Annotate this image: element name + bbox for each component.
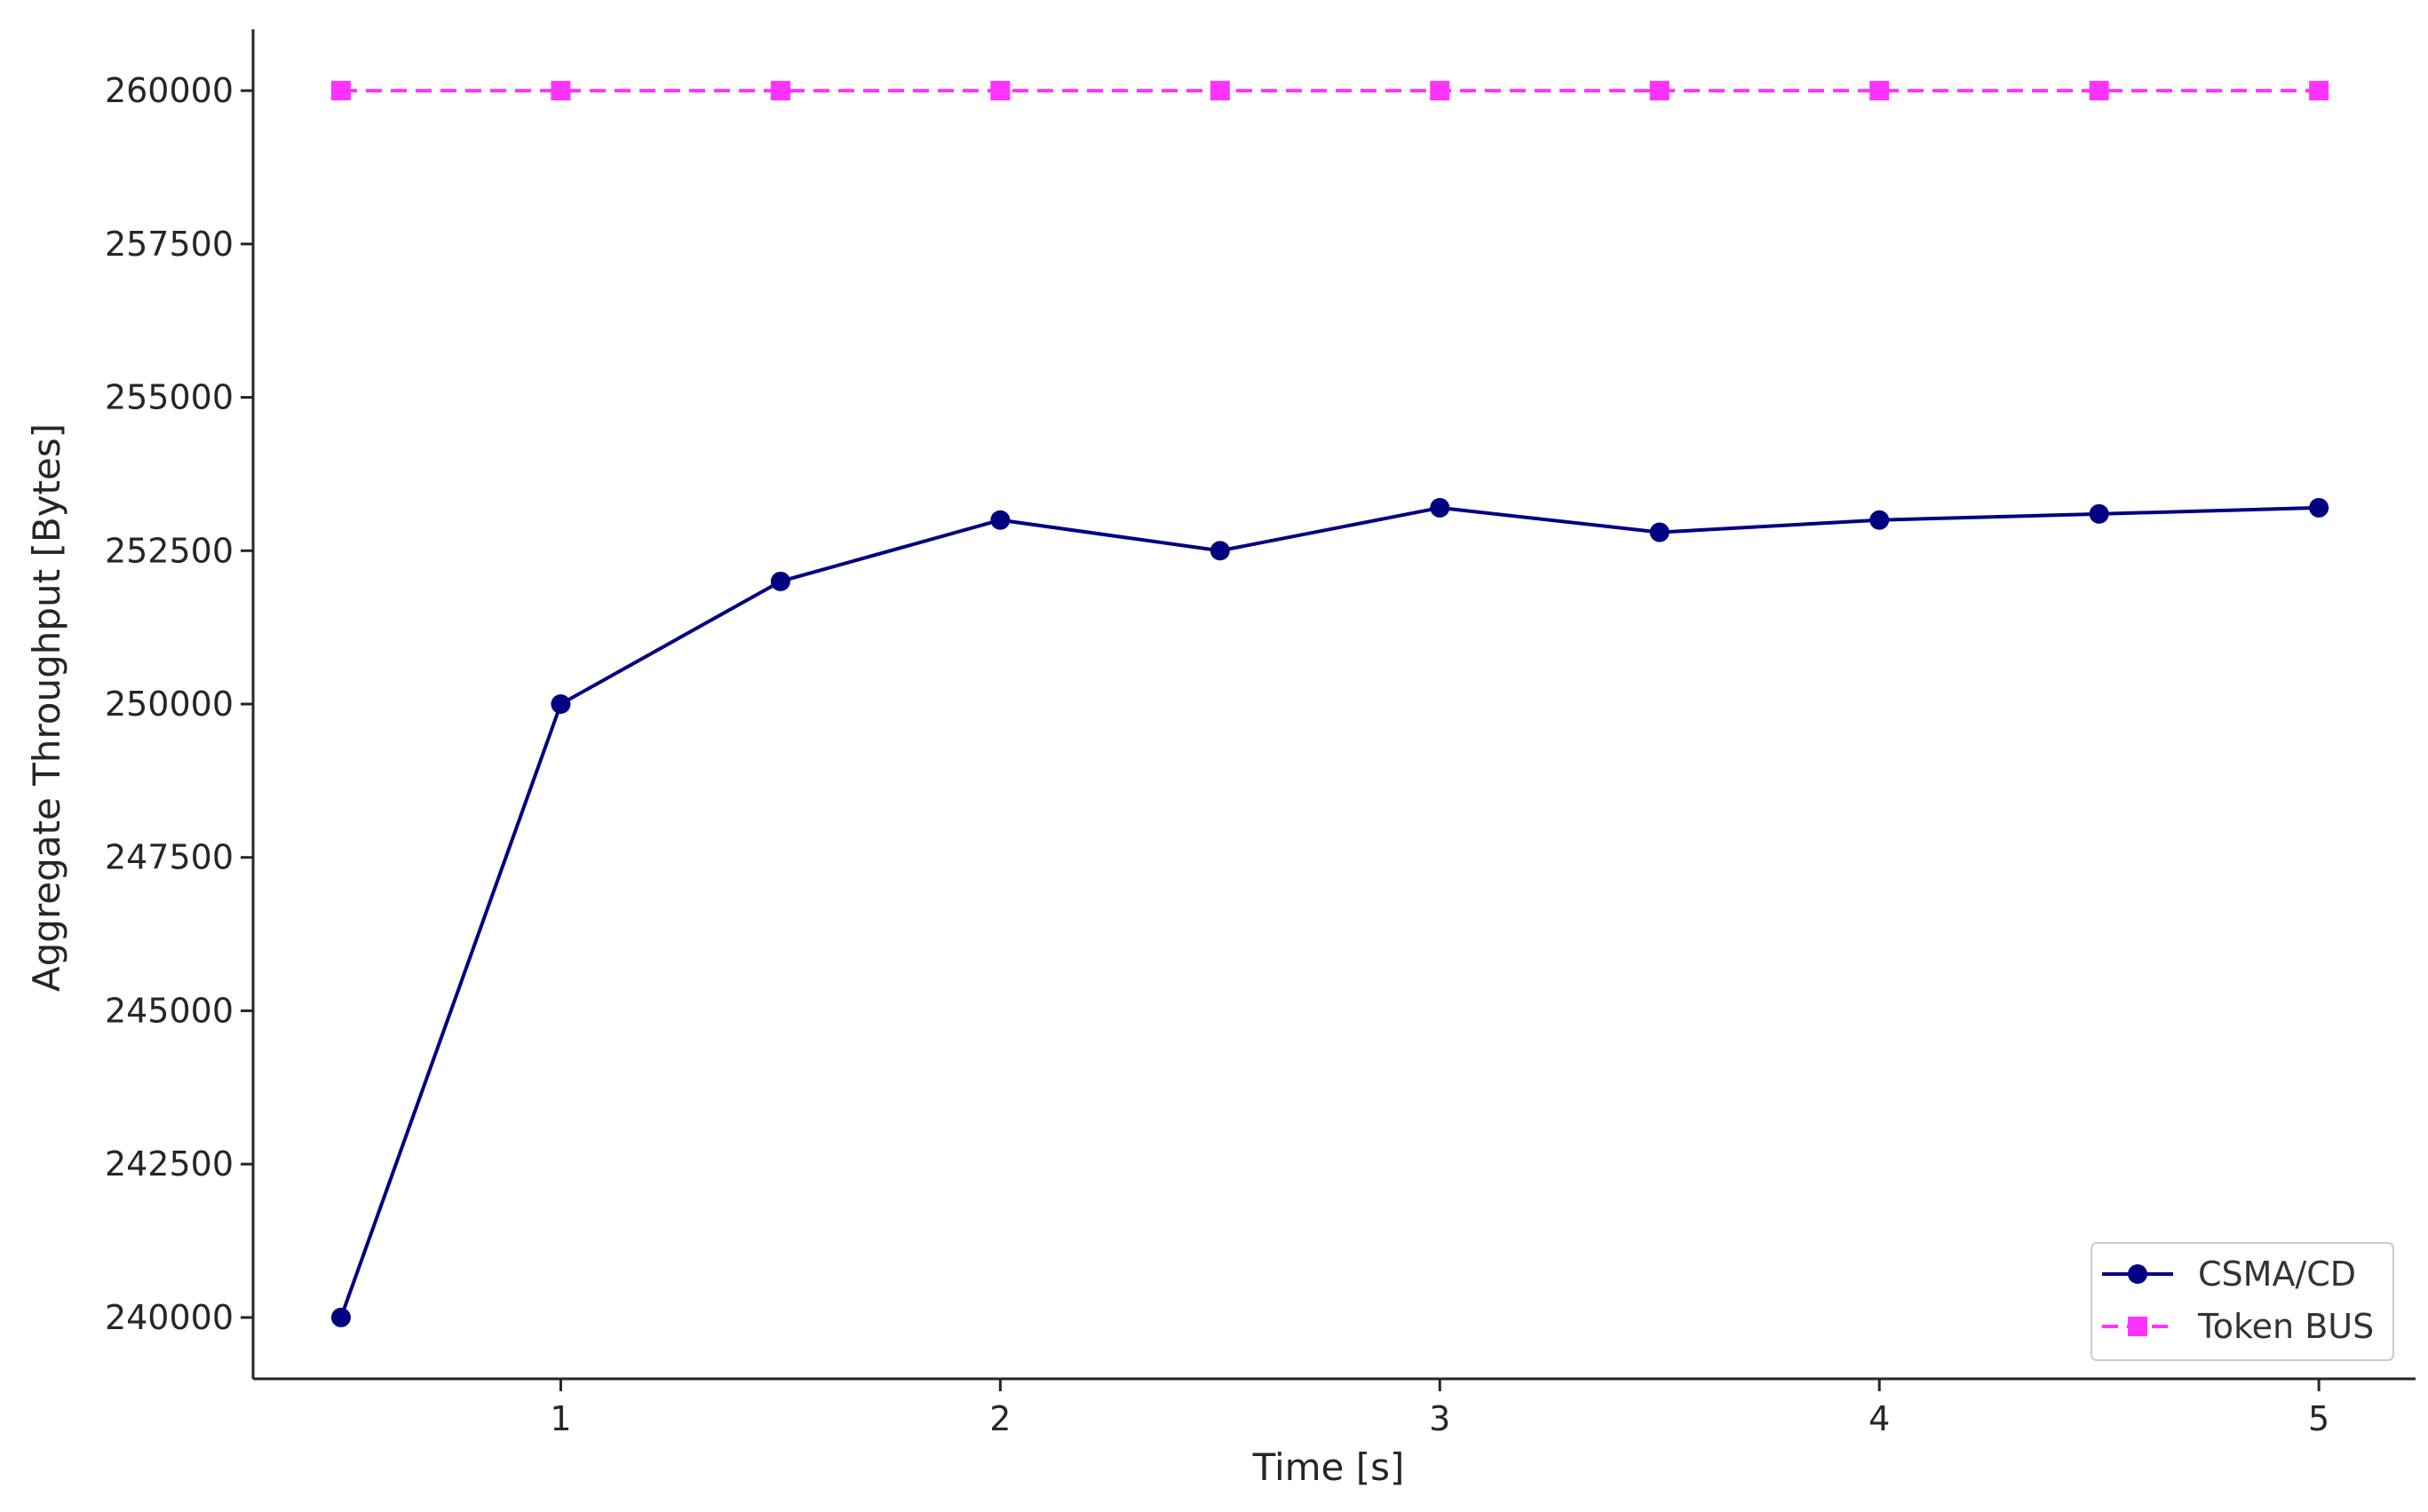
data-point (551, 81, 571, 101)
legend-label: CSMA/CD (2198, 1255, 2356, 1294)
legend-marker (2128, 1264, 2147, 1284)
x-tick-label: 5 (2308, 1399, 2329, 1438)
data-point (330, 1307, 351, 1327)
data-point (1430, 81, 1450, 101)
data-point (2089, 81, 2109, 101)
ticks: 240000 242500 245000 247500 250000 252500 2550… (105, 71, 2329, 1438)
data-point (2309, 497, 2329, 518)
y-tick-label: 255000 (105, 378, 234, 417)
data-point (2089, 503, 2109, 524)
legend-marker (2128, 1317, 2147, 1336)
data-point (770, 81, 790, 101)
x-tick-label: 2 (989, 1399, 1011, 1438)
legend-label: Token BUS (2197, 1307, 2374, 1346)
y-tick-label: 240000 (105, 1298, 234, 1337)
data-point (1649, 522, 1670, 542)
data-point (1869, 510, 1890, 530)
data-point (2309, 81, 2329, 101)
x-axis-label: Time [s] (1252, 1445, 1405, 1489)
y-tick-label: 242500 (105, 1144, 234, 1183)
y-tick-label: 252500 (105, 531, 234, 570)
series-csma-cd (330, 497, 2329, 1327)
x-tick-label: 1 (550, 1399, 571, 1438)
legend: CSMA/CD Token BUS (2091, 1242, 2394, 1361)
y-tick-label: 247500 (105, 838, 234, 877)
y-tick-label: 260000 (105, 71, 234, 110)
y-tick-label: 245000 (105, 991, 234, 1030)
series-line (339, 505, 2320, 1318)
x-tick-label: 3 (1429, 1399, 1450, 1438)
data-point (1210, 81, 1230, 101)
data-point (1649, 81, 1670, 101)
x-tick-label: 4 (1869, 1399, 1890, 1438)
axes (251, 29, 2416, 1381)
series-layer (330, 81, 2329, 1327)
data-point (330, 81, 351, 101)
y-axis-label: Aggregate Throughput [Bytes] (25, 424, 68, 992)
data-point (551, 694, 571, 714)
data-point (1210, 541, 1230, 561)
data-point (990, 81, 1011, 101)
y-tick-label: 250000 (105, 685, 234, 724)
data-point (990, 510, 1011, 530)
data-point (1430, 497, 1450, 518)
y-tick-label: 257500 (105, 225, 234, 264)
data-point (1869, 81, 1890, 101)
data-point (770, 571, 790, 591)
series-token-bus (330, 81, 2329, 101)
